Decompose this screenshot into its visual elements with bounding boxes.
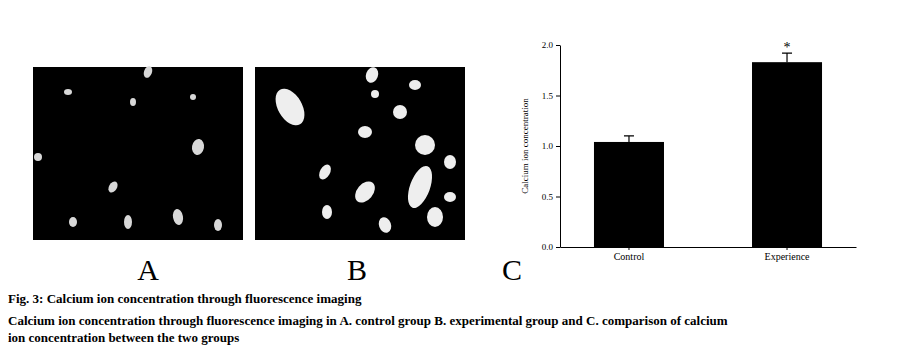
annotation: *	[784, 40, 791, 55]
cell	[444, 155, 456, 169]
chart: 0.0 0.5 1.0 1.5 2.0 Control Experience Calcium …	[520, 40, 857, 262]
tick: 1.0	[542, 141, 560, 151]
cell	[69, 217, 77, 227]
tick: 0.0	[542, 242, 560, 252]
cell	[403, 163, 437, 211]
tick-label: Experience	[765, 251, 811, 262]
bar	[752, 62, 822, 247]
tick: 2.0	[542, 40, 560, 50]
cell	[270, 84, 311, 131]
cell	[190, 94, 196, 100]
image-background	[255, 67, 465, 240]
panel-label: A	[137, 253, 159, 286]
y-axis: 0.0 0.5 1.0 1.5 2.0	[542, 40, 561, 252]
cell	[409, 80, 421, 90]
tick-mark	[556, 45, 560, 46]
panel-label: B	[347, 253, 367, 286]
cell	[358, 126, 372, 138]
cell	[107, 180, 120, 194]
x-axis: Control Experience	[561, 247, 857, 262]
tick: 0.5	[542, 192, 560, 202]
plot-area	[594, 53, 822, 247]
caption: Fig. 3: Calcium ion concentration throug…	[8, 291, 362, 306]
tick-label: 1.0	[542, 141, 554, 151]
cell	[322, 205, 332, 219]
cell	[415, 135, 435, 155]
cell	[444, 192, 456, 202]
image-background	[33, 67, 243, 240]
cell	[214, 219, 222, 231]
cell	[427, 207, 443, 227]
tick: Experience	[765, 247, 811, 262]
cell	[130, 98, 136, 106]
cell	[351, 178, 379, 207]
tick-label: 2.0	[542, 40, 554, 50]
tick-mark	[787, 247, 788, 250]
figure: A B C Fig. 3: Calcium ion concentration thr…	[0, 0, 904, 359]
tick-label: Control	[614, 251, 645, 262]
axis-title: Calcium ion concentration	[520, 98, 530, 194]
cell	[371, 90, 379, 98]
tick-mark	[556, 197, 560, 198]
tick-label: 0.0	[542, 242, 554, 252]
cell	[64, 89, 72, 95]
cell	[124, 215, 132, 229]
cell	[172, 208, 185, 225]
cell	[393, 105, 407, 119]
cell	[317, 163, 334, 182]
tick-label: 1.5	[542, 91, 554, 101]
micrograph	[255, 65, 465, 240]
axis-line	[560, 46, 561, 248]
tick: 1.5	[542, 91, 560, 101]
cell	[34, 153, 42, 161]
panel-label: C	[502, 253, 522, 286]
cell	[364, 65, 381, 84]
caption: ion concentration between the two groups	[8, 330, 239, 345]
cell	[142, 65, 154, 79]
axis-line	[561, 247, 857, 248]
tick-label: 0.5	[542, 192, 554, 202]
tick-mark	[628, 247, 629, 250]
tick-mark	[556, 96, 560, 97]
cell	[191, 138, 206, 156]
error-bar	[624, 136, 634, 142]
cell	[377, 215, 394, 234]
tick-mark	[556, 247, 560, 248]
tick: Control	[614, 247, 645, 262]
micrograph	[33, 65, 243, 240]
caption: Calcium ion concentration through fluore…	[8, 313, 728, 328]
bar	[594, 142, 664, 247]
tick-mark	[556, 146, 560, 147]
